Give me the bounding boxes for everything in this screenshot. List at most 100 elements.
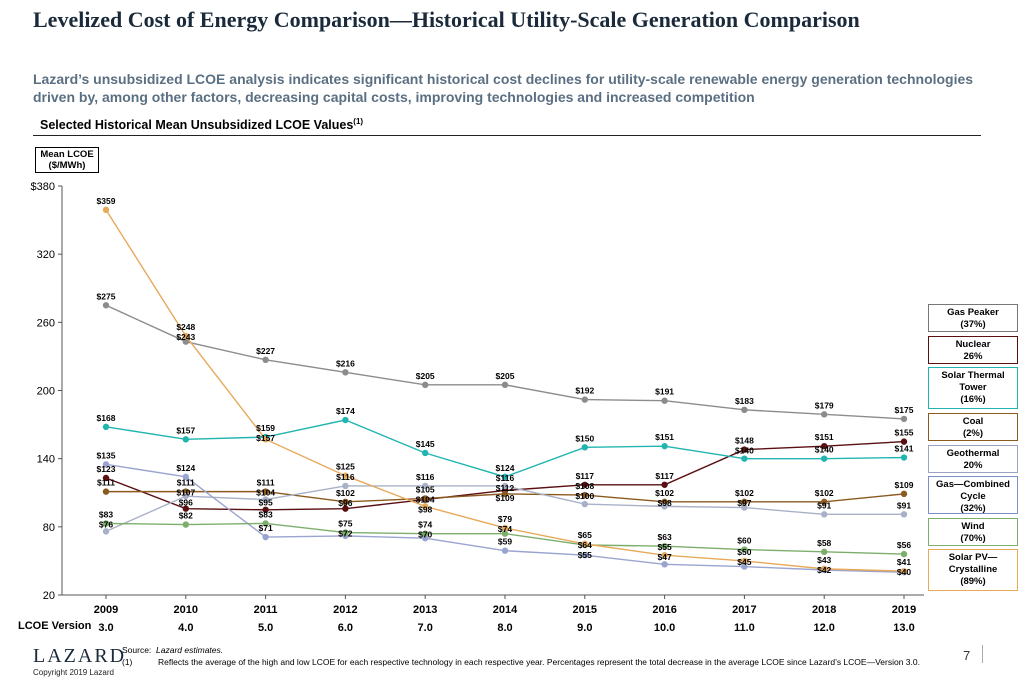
data-point-solar-pv-crystalline xyxy=(342,472,349,479)
data-label: $56 xyxy=(897,540,911,550)
data-label: $116 xyxy=(416,472,435,482)
legend-item-label: Solar PV—Crystalline xyxy=(948,552,998,575)
data-point-gas-combined-cycle xyxy=(661,561,668,568)
x-tick-label: 2012 xyxy=(333,604,357,616)
data-label: $74 xyxy=(418,520,432,530)
data-point-gas-combined-cycle xyxy=(741,563,748,570)
data-label: $83 xyxy=(259,509,273,519)
data-point-wind xyxy=(821,548,828,556)
data-point-gas-combined-cycle xyxy=(262,533,269,541)
data-label: $140 xyxy=(815,445,834,455)
data-label: $150 xyxy=(575,433,594,443)
data-point-gas-combined-cycle xyxy=(182,473,189,481)
lcoe-version-value: 10.0 xyxy=(654,622,675,634)
data-label: $191 xyxy=(655,387,674,397)
data-label: $65 xyxy=(578,530,592,540)
data-point-gas-combined-cycle xyxy=(102,461,110,468)
legend-item-label: Coal xyxy=(962,416,984,427)
lcoe-version-value: 12.0 xyxy=(813,622,834,634)
data-label: $74 xyxy=(498,524,512,534)
data-point-nuclear xyxy=(741,446,748,453)
data-label: $91 xyxy=(897,500,911,510)
data-label: $135 xyxy=(97,450,116,460)
data-label: $76 xyxy=(99,519,113,529)
data-label: $205 xyxy=(416,371,435,381)
data-label: $40 xyxy=(897,567,911,577)
lcoe-version-value: 9.0 xyxy=(577,622,592,634)
x-tick-label: 2009 xyxy=(94,604,118,616)
data-point-geothermal xyxy=(501,482,509,490)
data-label: $117 xyxy=(655,471,674,481)
data-point-solar-thermal-tower xyxy=(422,449,429,457)
section-title-text: Selected Historical Mean Unsubsidized LC… xyxy=(40,118,354,133)
x-tick-label: 2011 xyxy=(254,604,278,616)
data-label: $91 xyxy=(817,500,831,510)
data-label: $124 xyxy=(176,463,195,473)
data-point-solar-pv-crystalline xyxy=(422,503,429,510)
data-label: $58 xyxy=(817,538,831,548)
data-label: $157 xyxy=(176,425,195,435)
data-point-gas-combined-cycle xyxy=(581,552,588,559)
data-point-gas-peaker xyxy=(422,381,429,389)
data-point-nuclear xyxy=(821,442,828,450)
legend-item: Gas—Combined Cycle (32%) xyxy=(928,476,1018,514)
data-label: $97 xyxy=(737,498,751,508)
data-point-solar-pv-crystalline xyxy=(581,540,588,548)
data-point-solar-thermal-tower xyxy=(581,444,588,451)
data-label: $116 xyxy=(336,472,355,482)
data-label: $71 xyxy=(259,523,273,533)
data-point-coal xyxy=(262,488,269,495)
lcoe-version-value: 3.0 xyxy=(98,622,113,634)
page-number-divider xyxy=(982,645,983,663)
data-point-coal xyxy=(661,498,668,506)
legend-item-change: (16%) xyxy=(960,394,986,405)
data-point-nuclear xyxy=(581,481,588,488)
data-label: $55 xyxy=(658,542,672,552)
source-note: Source: Lazard estimates. xyxy=(122,645,223,655)
legend-item: Nuclear 26% xyxy=(928,336,1018,364)
data-label: $104 xyxy=(416,494,435,504)
data-point-gas-peaker xyxy=(501,381,509,389)
data-label: $141 xyxy=(895,444,914,454)
legend-item-label: Nuclear xyxy=(955,339,991,350)
data-point-wind xyxy=(741,546,748,553)
data-label: $60 xyxy=(737,536,751,546)
data-label: $111 xyxy=(97,478,115,488)
legend-item-label: Wind xyxy=(961,521,985,532)
data-label: $59 xyxy=(498,537,512,547)
data-point-solar-thermal-tower xyxy=(741,455,748,462)
x-tick-label: 2010 xyxy=(174,604,198,616)
data-point-geothermal xyxy=(581,500,588,508)
y-tick-label: 140 xyxy=(37,454,55,466)
x-tick-label: 2016 xyxy=(652,604,676,616)
data-point-solar-pv-crystalline xyxy=(900,567,908,575)
data-label: $109 xyxy=(496,493,515,503)
data-label: $43 xyxy=(817,555,831,565)
source-text: Lazard estimates. xyxy=(156,645,224,655)
data-point-solar-pv-crystalline xyxy=(262,436,269,443)
data-point-gas-peaker xyxy=(821,411,828,418)
data-point-wind xyxy=(422,530,429,537)
legend-item-label: Gas Peaker xyxy=(947,307,999,318)
lcoe-version-value: 13.0 xyxy=(893,622,914,634)
data-label: $72 xyxy=(338,529,352,539)
lcoe-version-label: LCOE Version xyxy=(18,620,92,632)
data-label: $175 xyxy=(895,405,914,415)
x-tick-label: 2015 xyxy=(573,604,597,616)
data-point-wind xyxy=(501,530,509,537)
chart-section-title: Selected Historical Mean Unsubsidized LC… xyxy=(40,117,363,132)
data-label: $83 xyxy=(99,509,113,519)
page-title: Levelized Cost of Energy Comparison—Hist… xyxy=(33,7,860,32)
data-point-wind xyxy=(102,520,110,527)
data-label: $183 xyxy=(735,396,754,406)
data-label: $192 xyxy=(575,386,594,396)
data-point-coal xyxy=(342,498,349,506)
data-point-coal xyxy=(900,490,908,498)
x-tick-label: 2013 xyxy=(413,604,437,616)
data-point-gas-peaker xyxy=(182,338,189,345)
source-label: Source: xyxy=(122,645,152,655)
data-label: $55 xyxy=(578,550,592,560)
data-label: $248 xyxy=(176,322,195,332)
y-tick-label: 320 xyxy=(37,249,55,261)
